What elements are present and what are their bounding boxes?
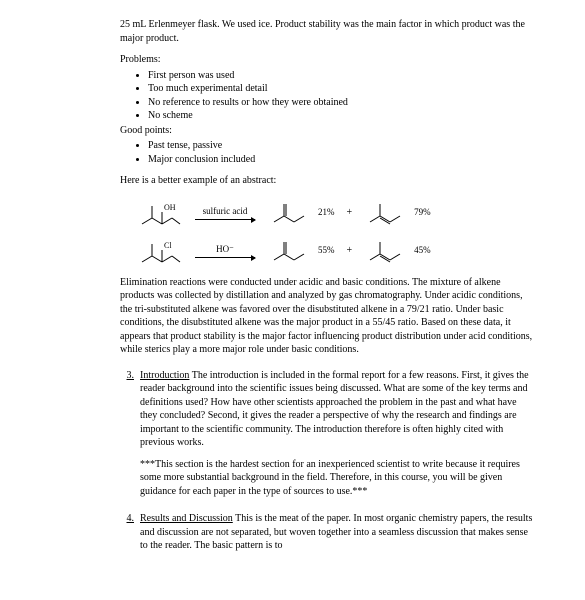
substituent-label: OH — [164, 203, 176, 212]
intro-paragraph: 25 mL Erlenmeyer flask. We used ice. Pro… — [120, 18, 535, 45]
reaction-row: Cl HO⁻ 55% + — [136, 234, 535, 268]
elimination-paragraph: Elimination reactions were conducted und… — [120, 276, 535, 357]
section-text: The introduction is included in the form… — [140, 370, 529, 449]
document-page: 25 mL Erlenmeyer flask. We used ice. Pro… — [0, 0, 585, 565]
section-note: ***This section is the hardest section f… — [140, 458, 535, 499]
goodpoints-heading: Good points: — [120, 124, 535, 138]
section-3: 3. Introduction The introduction is incl… — [120, 369, 535, 501]
goodpoints-list: Past tense, passive Major conclusion inc… — [120, 139, 535, 166]
section-body: Results and Discussion This is the meat … — [140, 512, 535, 553]
yield-percent: 79% — [414, 206, 431, 218]
reagent-label: HO⁻ — [190, 243, 260, 255]
yield-percent: 21% — [318, 206, 335, 218]
reaction-row: OH sulfuric acid 21% + — [136, 196, 535, 230]
list-item: Major conclusion included — [148, 153, 535, 167]
molecule-icon — [364, 234, 404, 268]
molecule-icon — [268, 196, 308, 230]
molecule-icon: Cl — [136, 234, 182, 268]
section-body: Introduction The introduction is include… — [140, 369, 535, 450]
section-number: 3. — [120, 369, 134, 501]
reagent-arrow: HO⁻ — [190, 243, 260, 257]
better-example-label: Here is a better example of an abstract: — [120, 174, 535, 188]
yield-percent: 55% — [318, 244, 335, 256]
reagent-label: sulfuric acid — [190, 205, 260, 217]
section-title: Introduction — [140, 370, 189, 381]
list-item: No reference to results or how they were… — [148, 96, 535, 110]
list-item: First person was used — [148, 69, 535, 83]
section-4: 4. Results and Discussion This is the me… — [120, 512, 535, 555]
molecule-icon: OH — [136, 196, 182, 230]
reagent-arrow: sulfuric acid — [190, 205, 260, 219]
list-item: Past tense, passive — [148, 139, 535, 153]
section-number: 4. — [120, 512, 134, 555]
list-item: Too much experimental detail — [148, 82, 535, 96]
problems-heading: Problems: — [120, 53, 535, 67]
molecule-icon — [364, 196, 404, 230]
yield-percent: 45% — [414, 244, 431, 256]
problems-list: First person was used Too much experimen… — [120, 69, 535, 123]
section-title: Results and Discussion — [140, 513, 233, 524]
substituent-label: Cl — [164, 241, 172, 250]
reaction-scheme: OH sulfuric acid 21% + — [136, 196, 535, 268]
plus-sign: + — [347, 244, 353, 258]
molecule-icon — [268, 234, 308, 268]
list-item: No scheme — [148, 109, 535, 123]
plus-sign: + — [347, 206, 353, 220]
